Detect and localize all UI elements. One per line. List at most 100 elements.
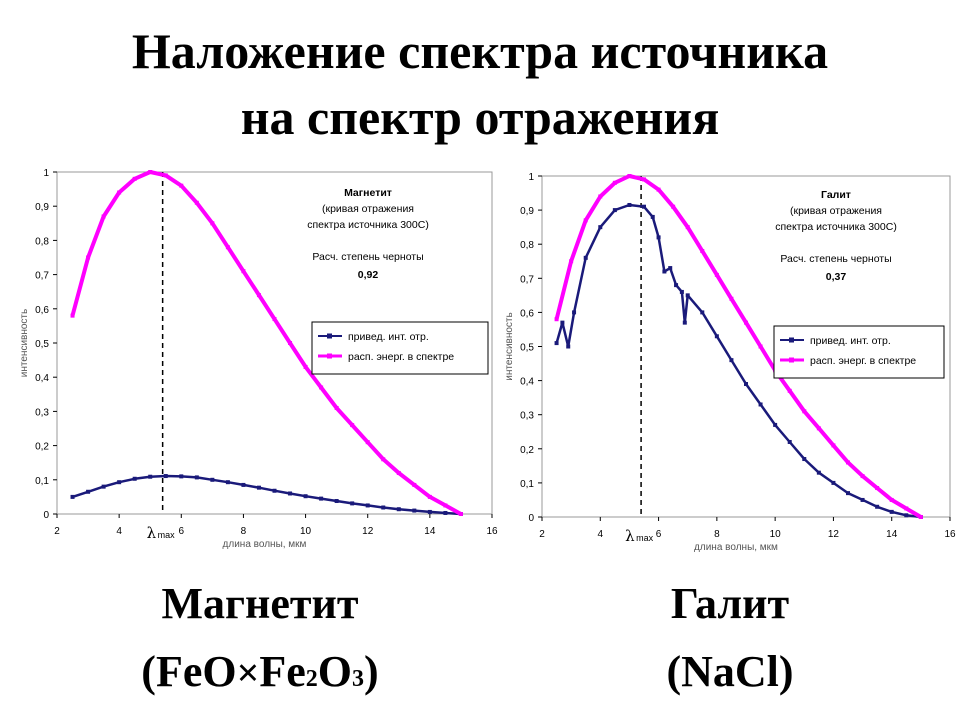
halite-series-source-point — [569, 259, 574, 264]
magnetite-annotation-box — [288, 180, 448, 292]
magnetite-legend-marker — [327, 353, 332, 359]
halite-lambda-max-label: λ — [625, 527, 635, 545]
halite-annotation-line1: (кривая отражения — [790, 205, 882, 217]
magnetite-series-reflect-point — [148, 474, 153, 479]
halite-series-reflect-point — [875, 504, 880, 509]
magnetite-ytick-label: 0,7 — [35, 271, 49, 282]
magnetite-series-source-point — [70, 313, 75, 318]
magnetite-series-reflect-point — [334, 499, 339, 504]
magnetite-ytick-label: 0,4 — [35, 373, 49, 384]
halite-series-source-point — [889, 497, 894, 502]
halite-series-reflect-point — [642, 204, 646, 209]
magnetite-series-reflect-point — [288, 491, 293, 496]
halite-ytick-label: 0,4 — [520, 377, 534, 388]
halite-series-source-point — [627, 174, 632, 178]
halite-series-reflect-point — [904, 513, 909, 518]
magnetite-xtick-label: 14 — [424, 526, 436, 537]
halite-series-reflect-point — [679, 289, 684, 294]
halite-series-source-point — [802, 409, 807, 414]
magnetite-xtick-label: 6 — [179, 526, 185, 537]
halite-ytick-label: 0,1 — [520, 479, 534, 490]
halite-series-source-point — [758, 344, 763, 349]
magnetite-series-reflect-point — [179, 474, 184, 479]
magnetite-series-reflect-point — [303, 494, 308, 499]
halite-series-reflect-point — [860, 497, 865, 502]
magnetite-formula: (FeO×Fe2O3) — [141, 647, 379, 696]
halite-series-source-point — [583, 218, 588, 223]
halite-series-reflect-point — [816, 470, 821, 475]
magnetite-legend-item: расп. энерг. в спектре — [348, 351, 454, 363]
magnetite-series-reflect-line — [72, 474, 461, 516]
magnetite-series-source-point — [303, 364, 308, 369]
halite-series-source-line — [554, 174, 922, 519]
halite-ytick-label: 0,2 — [520, 445, 534, 456]
magnetite-series-reflect-point — [396, 507, 401, 512]
magnetite-series-reflect-point — [365, 503, 370, 508]
halite-caption: Галит — [670, 579, 790, 628]
halite-series-source-point — [598, 194, 603, 199]
halite-ytick-label: 0,8 — [520, 240, 534, 251]
halite-series-reflect-point — [627, 202, 632, 207]
halite-ytick-label: 0,3 — [520, 411, 534, 422]
halite-series-source-point — [729, 296, 734, 301]
halite-series-reflect-point — [583, 255, 588, 260]
halite-series-source-point — [685, 225, 690, 230]
halite-xtick-label: 16 — [944, 529, 956, 540]
magnetite-series-source-point — [443, 503, 448, 508]
halite-series-source-point — [787, 388, 792, 393]
halite-series-reflect-point — [598, 225, 603, 230]
magnetite-series-source-point — [350, 423, 355, 428]
magnetite-series-source-point — [132, 176, 137, 181]
halite-series-reflect-point — [685, 293, 690, 298]
halite-series-source-point — [642, 177, 646, 182]
halite-annotation-line2: спектра источника 300С) — [775, 221, 897, 233]
halite-ytick-label: 1 — [528, 172, 534, 183]
magnetite-xtick-label: 4 — [116, 526, 122, 537]
magnetite-xtick-label: 12 — [362, 526, 374, 537]
halite-legend — [773, 325, 945, 379]
halite-series-reflect-point — [714, 334, 719, 339]
magnetite-legend-item: привед. инт. отр. — [348, 331, 429, 343]
halite-xtick-label: 4 — [598, 529, 604, 540]
magnetite-series-source-point — [256, 293, 261, 298]
magnetite-series-source-point — [117, 190, 122, 195]
magnetite-lambda-max-sub: max — [158, 530, 176, 540]
halite-series-source-point — [831, 443, 836, 448]
magnetite-xlabel: длина волны, мкм — [223, 539, 307, 550]
magnetite-annotation-line3: Расч. степень черноты — [312, 251, 423, 263]
magnetite-series-reflect-point — [412, 508, 417, 513]
halite-series-source-point — [744, 320, 748, 325]
magnetite-series-source-point — [427, 494, 432, 499]
halite-series-reflect-point — [656, 235, 661, 240]
halite-legend-marker — [789, 337, 794, 343]
magnetite-series-reflect-point — [319, 496, 324, 501]
magnetite-ytick-label: 0,1 — [35, 476, 49, 487]
halite-xtick-label: 10 — [770, 529, 782, 540]
magnetite-ylabel: интенсивность — [19, 309, 30, 377]
magnetite-series-reflect-point — [163, 474, 168, 479]
magnetite-series-source-point — [163, 173, 168, 178]
magnetite-series-reflect-point — [117, 480, 122, 485]
halite-series-reflect-point — [831, 480, 836, 485]
halite-series-reflect-point — [668, 266, 673, 271]
halite-series-reflect-point — [662, 269, 667, 274]
halite-annotation-value: 0,37 — [826, 271, 847, 283]
halite-chart: 00,10,20,30,40,50,60,70,80,912 4 6 8 10 12 14 1… — [504, 172, 956, 553]
halite-legend-item: расп. энерг. в спектре — [810, 355, 916, 367]
halite-series-source-point — [554, 317, 559, 322]
magnetite-series-source-point — [458, 512, 463, 516]
halite-xtick-label: 12 — [828, 529, 840, 540]
magnetite-series-reflect-point — [210, 477, 215, 482]
halite-series-source-point — [656, 187, 661, 192]
magnetite-ytick-label: 0,9 — [35, 202, 49, 213]
magnetite-series-source-point — [365, 440, 370, 445]
magnetite-series-source-point — [381, 457, 386, 462]
magnetite-legend — [311, 321, 489, 375]
halite-series-reflect-point — [729, 358, 734, 363]
magnetite-ytick-label: 0,5 — [35, 339, 49, 350]
magnetite-series-reflect-point — [241, 482, 246, 487]
halite-series-reflect-point — [566, 344, 571, 349]
magnetite-xtick-label: 10 — [300, 526, 312, 537]
magnetite-chart: 00,10,20,30,40,50,60,70,80,912 4 6 8 10 12 14 1… — [19, 168, 498, 550]
halite-annotation-name: Галит — [821, 189, 851, 201]
